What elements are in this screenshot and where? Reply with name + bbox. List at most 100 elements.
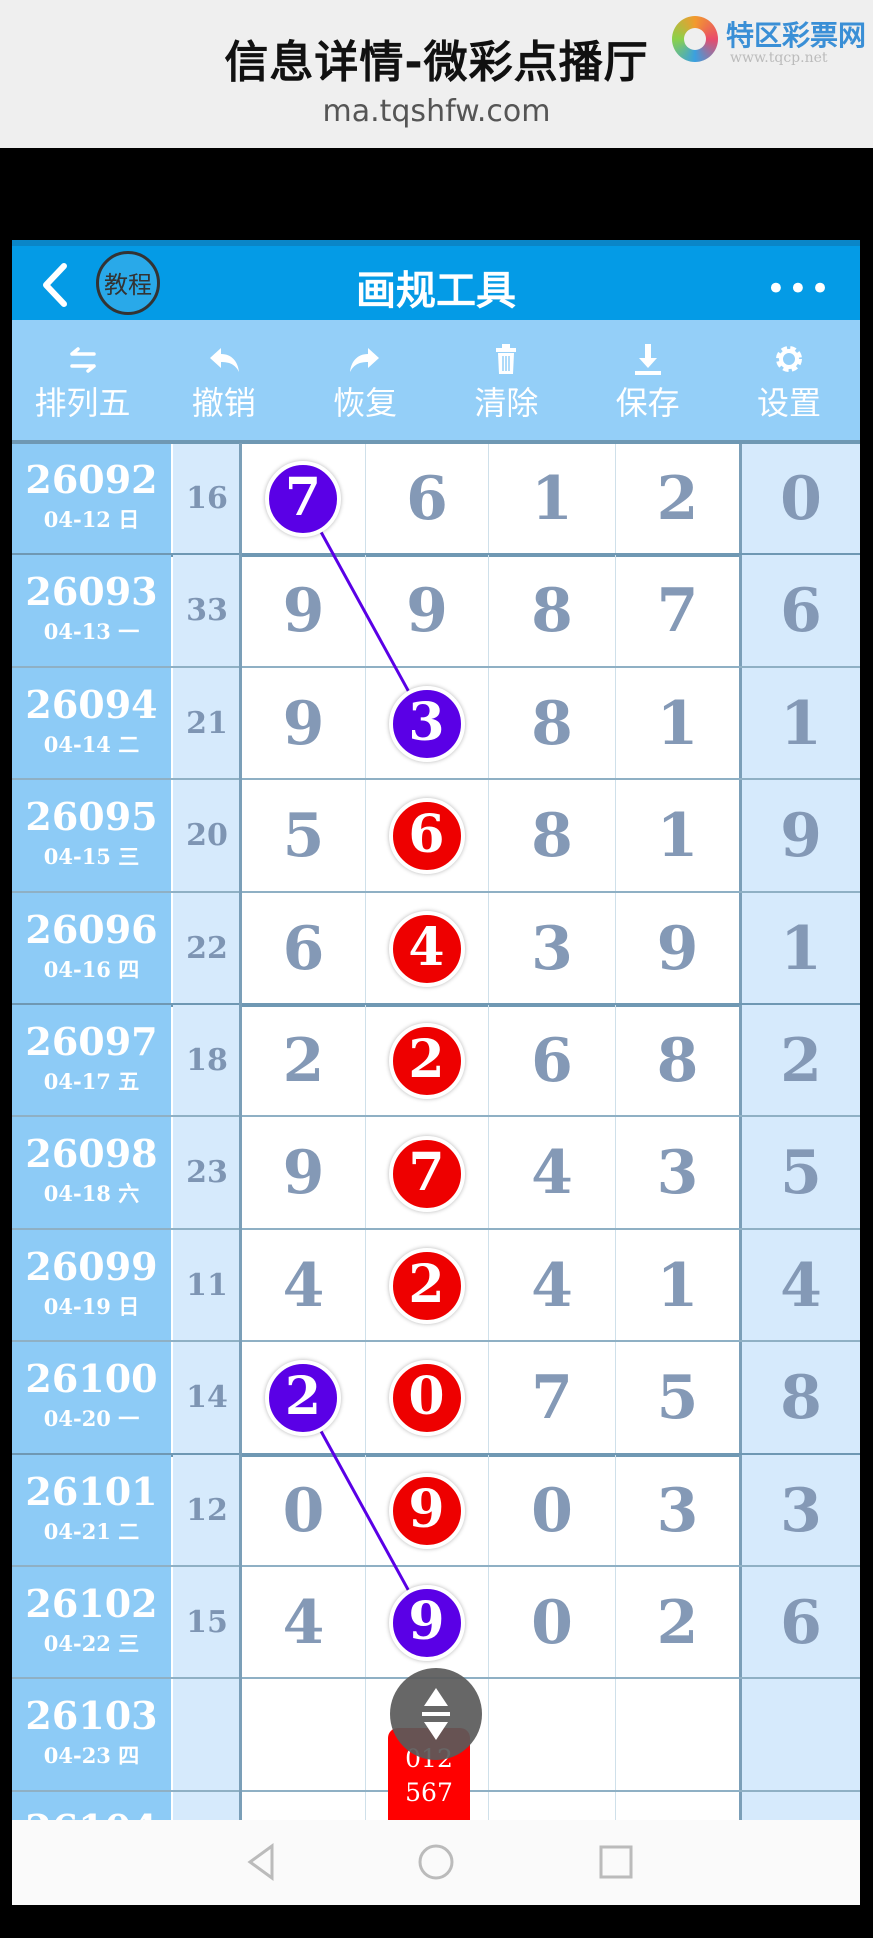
digit-cell[interactable]: 4	[488, 1117, 615, 1230]
digit-cell[interactable]: 9	[739, 780, 860, 893]
digit-cell[interactable]: 8	[488, 780, 615, 893]
issue-cell: 26096 04-16 四	[12, 892, 171, 1005]
digit-cell[interactable]: 9	[365, 555, 488, 668]
scroll-toggle-button[interactable]	[390, 1668, 482, 1760]
row-divider	[12, 1115, 860, 1118]
digit-cell[interactable]	[365, 892, 488, 1005]
digit-cell[interactable]	[488, 1791, 615, 1820]
digit-cell[interactable]	[739, 1679, 860, 1792]
connection-line	[301, 498, 428, 725]
purple-marked-ball[interactable]: 9	[388, 1585, 465, 1662]
digit-cell[interactable]: 7	[488, 1342, 615, 1455]
toolbar-button-1[interactable]: 撤销	[153, 320, 294, 443]
red-marked-ball[interactable]: 7	[388, 1135, 465, 1212]
issue-date: 04-16 四	[43, 956, 140, 982]
tutorial-button[interactable]: 教程	[96, 251, 160, 315]
connection-lines	[301, 498, 428, 1624]
digit-cell[interactable]: 2	[615, 443, 739, 555]
row-divider	[12, 778, 860, 781]
logo-swirl-icon	[672, 16, 718, 62]
more-dots-icon[interactable]: •••	[765, 269, 832, 309]
red-marked-ball[interactable]: 2	[388, 1248, 465, 1324]
digit-cell[interactable]	[365, 780, 488, 893]
digit-cell[interactable]: 4	[488, 1229, 615, 1342]
toolbar-button-2[interactable]: 恢复	[295, 320, 436, 443]
digit-cell[interactable]: 1	[615, 667, 739, 780]
digit-cell[interactable]: 3	[488, 892, 615, 1005]
digit-cell[interactable]: 6	[365, 443, 488, 555]
digit-cell[interactable]: 1	[615, 780, 739, 893]
purple-marked-ball[interactable]: 7	[265, 461, 341, 538]
red-marked-ball[interactable]: 0	[388, 1360, 465, 1437]
digit-cell[interactable]: 8	[488, 667, 615, 780]
toolbar-button-4[interactable]: 保存	[577, 320, 718, 443]
toolbar-button-3[interactable]: 清除	[436, 320, 577, 443]
gear-icon	[776, 346, 802, 372]
digit-cell[interactable]	[615, 1791, 739, 1820]
trash-icon	[496, 344, 517, 374]
digit-cell[interactable]: 6	[739, 555, 860, 668]
digit-cell[interactable]: 4	[739, 1229, 860, 1342]
digit-cell[interactable]	[365, 667, 488, 780]
digit-cell[interactable]: 4	[241, 1229, 365, 1342]
nav-back-icon[interactable]	[242, 1842, 282, 1882]
digit-cell[interactable]	[365, 1342, 488, 1455]
logo-subtext: www.tqcp.net	[730, 50, 828, 66]
digit-cell[interactable]: 9	[615, 892, 739, 1005]
digit-cell[interactable]: 8	[615, 1005, 739, 1117]
digit-cell[interactable]	[365, 1117, 488, 1230]
digit-cell[interactable]: 1	[488, 443, 615, 555]
issue-date: 04-23 四	[43, 1743, 140, 1769]
red-marked-ball[interactable]: 2	[388, 1023, 465, 1100]
red-marked-ball[interactable]: 4	[388, 910, 465, 987]
digit-cell[interactable]: 1	[615, 1229, 739, 1342]
toolbar-button-5[interactable]: 设置	[719, 320, 860, 443]
issue-cell: 26094 04-14 二	[12, 667, 171, 780]
page-title: 画规工具	[356, 268, 516, 314]
purple-marked-ball[interactable]: 3	[388, 686, 465, 762]
digit-cell[interactable]: 1	[739, 667, 860, 780]
digit-cell[interactable]: 3	[739, 1454, 860, 1567]
digit-cell[interactable]: 2	[615, 1567, 739, 1679]
digit-cell[interactable]	[488, 1679, 615, 1792]
nav-home-icon[interactable]	[416, 1842, 456, 1882]
purple-marked-ball[interactable]: 2	[265, 1360, 341, 1437]
issue-date: 04-15 三	[43, 844, 140, 870]
digit-cell[interactable]: 0	[739, 443, 860, 555]
digit-cell[interactable]	[365, 1567, 488, 1679]
toolbar-button-0[interactable]: 排列五	[12, 320, 153, 443]
digit-cell[interactable]: 3	[615, 1117, 739, 1230]
row-divider	[12, 890, 860, 893]
digit-cell[interactable]: 1	[739, 892, 860, 1005]
red-marked-ball[interactable]: 9	[388, 1472, 465, 1549]
digit-cell[interactable]: 6	[739, 1567, 860, 1679]
red-marked-ball[interactable]: 6	[388, 798, 465, 875]
digit-cell[interactable]: 0	[488, 1567, 615, 1679]
nav-recents-icon[interactable]	[596, 1842, 636, 1882]
digit-cell[interactable]: 9	[241, 1117, 365, 1230]
digit-cell[interactable]: 9	[241, 667, 365, 780]
digit-cell[interactable]	[365, 1229, 488, 1342]
chevron-left-icon[interactable]	[34, 260, 78, 310]
digit-cell[interactable]	[365, 1679, 488, 1792]
digit-cell[interactable]: 6	[488, 1005, 615, 1117]
digit-cell[interactable]: 7	[615, 555, 739, 668]
toolbar-label: 排列五	[34, 384, 131, 422]
digit-cell[interactable]: 5	[615, 1342, 739, 1455]
table-row: 26104	[12, 1791, 860, 1820]
digit-cell[interactable]	[615, 1679, 739, 1792]
digit-cell[interactable]: 8	[739, 1342, 860, 1455]
issue-date: 04-20 一	[43, 1406, 140, 1432]
digit-cell[interactable]: 5	[739, 1117, 860, 1230]
digit-cell[interactable]: 2	[739, 1005, 860, 1117]
digit-cell[interactable]	[365, 1791, 488, 1820]
toolbar: 排列五 撤销 恢复 清除 保存 设置	[12, 320, 860, 443]
digit-cell[interactable]: 3	[615, 1454, 739, 1567]
digit-cell[interactable]: 8	[488, 555, 615, 668]
issue-number: 26103	[25, 1693, 158, 1739]
download-icon	[634, 344, 661, 375]
toolbar-label: 设置	[756, 384, 821, 422]
digit-cell[interactable]: 0	[488, 1454, 615, 1567]
digit-cell[interactable]	[365, 1005, 488, 1117]
digit-cell[interactable]	[739, 1791, 860, 1820]
